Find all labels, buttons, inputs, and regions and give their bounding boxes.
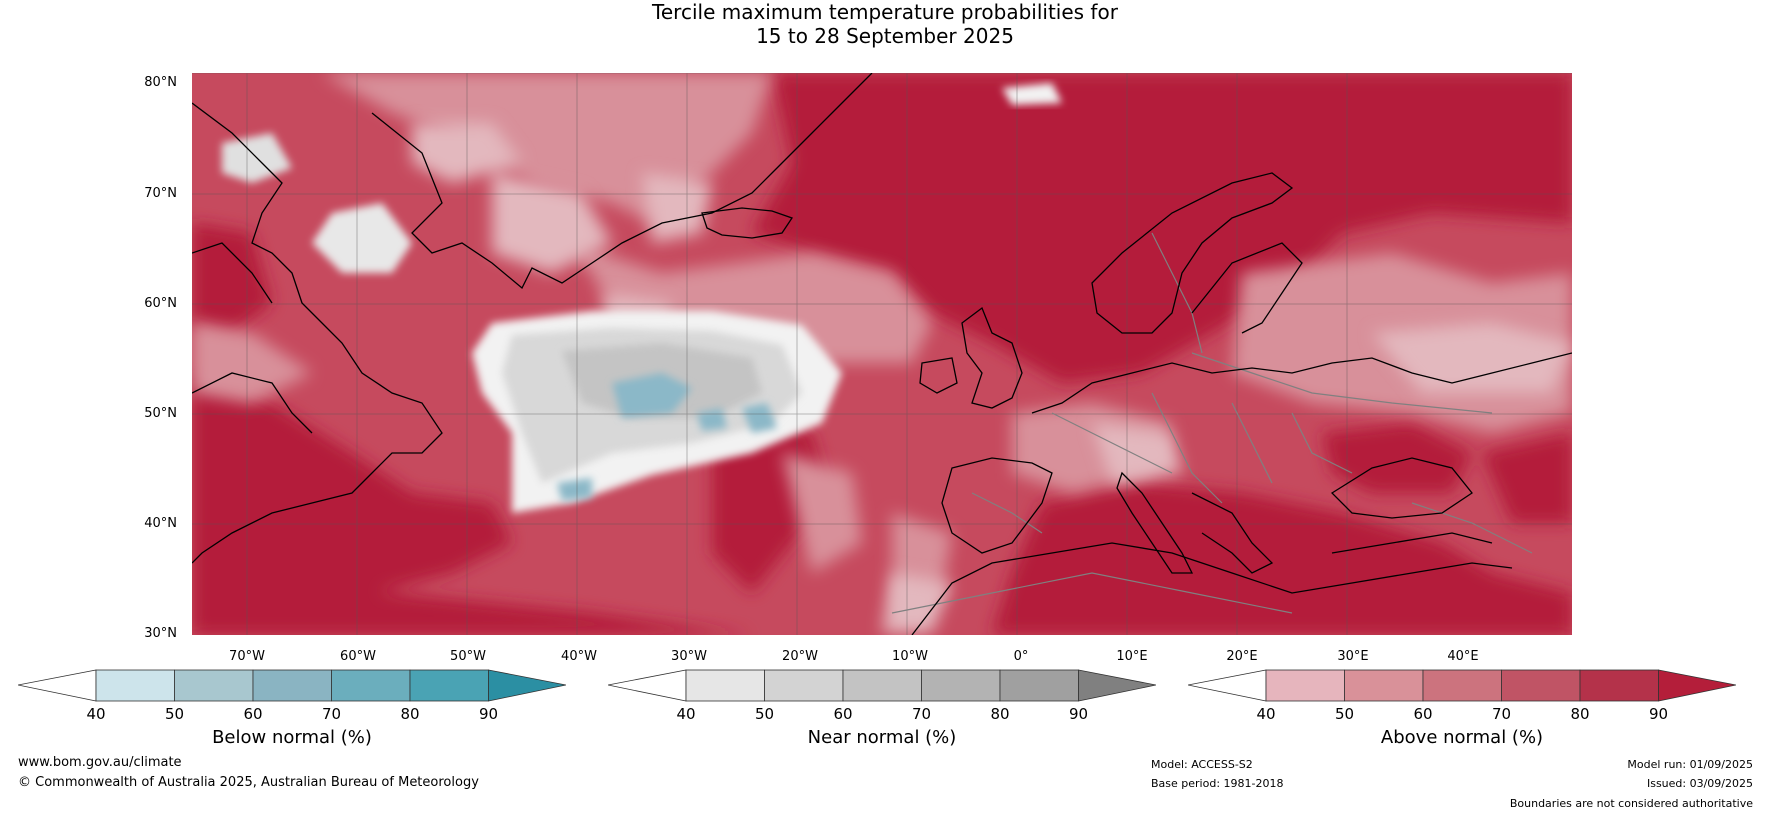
colorbar-swatch: [174, 669, 254, 702]
graticule: [192, 73, 1572, 635]
colorbar-swatch: [409, 669, 489, 702]
lon-label-40e: 40°E: [1447, 649, 1479, 664]
lon-label-70w: 70°W: [229, 649, 265, 664]
model-text: Model: ACCESS-S2: [1151, 758, 1253, 771]
colorbar-tick: 70: [321, 705, 342, 723]
colorbar-tick: 50: [754, 705, 775, 723]
model-run-text: Model run: 01/09/2025: [1627, 758, 1753, 771]
disclaimer-text: Boundaries are not considered authoritat…: [1509, 797, 1753, 810]
lon-label-0: 0°: [1013, 649, 1029, 664]
colorbar-near-normal: 40 50 60 70 80 90 Near normal (%): [608, 669, 1156, 759]
colorbar-title: Above normal (%): [1380, 727, 1544, 748]
colorbar-swatch: [488, 669, 566, 702]
colorbar-tick: 50: [1334, 705, 1355, 723]
title-line-2: 15 to 28 September 2025: [756, 24, 1014, 48]
colorbar-swatch: [331, 669, 411, 702]
colorbar-swatch: [252, 669, 332, 702]
colorbar-swatch: [1579, 669, 1659, 702]
colorbar-swatch: [1344, 669, 1424, 702]
website-text: www.bom.gov.au/climate: [18, 755, 182, 770]
colorbar-tick: 60: [243, 705, 263, 723]
lon-label-30w: 30°W: [671, 649, 707, 664]
map-title: Tercile maximum temperature probabilitie…: [0, 0, 1770, 48]
below-normal-region: [557, 373, 777, 501]
colorbar-tick: 40: [676, 705, 696, 723]
colorbar-swatch: [1658, 669, 1736, 702]
colorbar-tick: 80: [400, 705, 420, 723]
colorbar-swatch: [1078, 669, 1156, 702]
colorbar-tick: 60: [833, 705, 853, 723]
lon-label-20w: 20°W: [782, 649, 818, 664]
colorbar-above-normal: 40 50 60 70 80 90 Above normal (%): [1188, 669, 1736, 759]
colorbar-title: Below normal (%): [212, 727, 372, 748]
colorbar-near-normal-swatches: [608, 669, 1156, 702]
coastlines: [192, 73, 1572, 635]
colorbar-above-normal-swatches: [1188, 669, 1736, 702]
lat-label-30n: 30°N: [144, 626, 177, 641]
title-line-1: Tercile maximum temperature probabilitie…: [652, 0, 1118, 24]
lat-label-70n: 70°N: [144, 186, 177, 201]
lat-label-60n: 60°N: [144, 296, 177, 311]
colorbar-swatch: [1265, 669, 1345, 702]
colorbar-title: Near normal (%): [807, 727, 957, 748]
colorbar-swatch: [95, 669, 175, 702]
colorbar-tick: 40: [1256, 705, 1276, 723]
colorbar-tick: 80: [990, 705, 1010, 723]
colorbar-swatch: [999, 669, 1079, 702]
lon-label-20e: 20°E: [1226, 649, 1258, 664]
above-normal-high-region: [192, 73, 1572, 635]
lat-label-40n: 40°N: [144, 516, 177, 531]
colorbar-swatch: [1422, 669, 1502, 702]
colorbar-tick: 90: [478, 705, 499, 723]
colorbar-below-normal: 40 50 60 70 80 90 Below normal (%): [18, 669, 566, 759]
base-period-text: Base period: 1981-2018: [1151, 777, 1284, 790]
colorbar-tick: 50: [164, 705, 185, 723]
lon-label-40w: 40°W: [561, 649, 597, 664]
country-borders: [891, 232, 1533, 614]
colorbar-swatch: [608, 669, 687, 702]
colorbar-swatch: [1501, 669, 1581, 702]
colorbar-below-normal-swatches: [18, 669, 566, 702]
issued-text: Issued: 03/09/2025: [1646, 777, 1753, 790]
colorbar-swatch: [921, 669, 1001, 702]
colorbar-tick: 70: [1491, 705, 1512, 723]
probability-map: [192, 73, 1572, 635]
lon-label-10e: 10°E: [1116, 649, 1148, 664]
lon-label-10w: 10°W: [892, 649, 928, 664]
colorbar-tick: 80: [1570, 705, 1590, 723]
lon-label-30e: 30°E: [1337, 649, 1369, 664]
lat-label-80n: 80°N: [144, 75, 177, 90]
colorbar-swatch: [842, 669, 922, 702]
lon-label-50w: 50°W: [450, 649, 486, 664]
colorbar-swatch: [1188, 669, 1267, 702]
colorbar-swatch: [685, 669, 765, 702]
copyright-text: © Commonwealth of Australia 2025, Austra…: [18, 775, 479, 790]
colorbar-tick: 40: [86, 705, 106, 723]
lon-label-60w: 60°W: [340, 649, 376, 664]
lat-label-50n: 50°N: [144, 406, 177, 421]
colorbar-tick: 90: [1068, 705, 1089, 723]
colorbar-swatch: [18, 669, 97, 702]
colorbar-tick: 90: [1648, 705, 1669, 723]
colorbar-swatch: [764, 669, 844, 702]
map-canvas: [192, 73, 1572, 635]
colorbar-tick: 70: [911, 705, 932, 723]
colorbar-tick: 60: [1413, 705, 1433, 723]
